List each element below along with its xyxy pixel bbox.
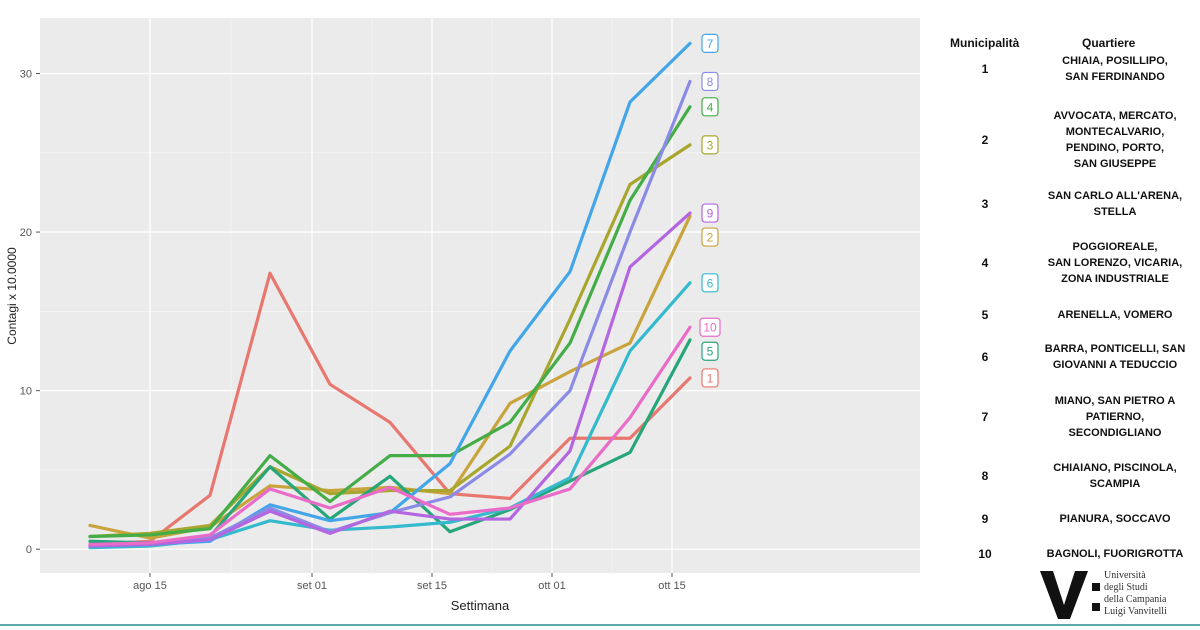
y-axis-label: Contagi x 10.0000 [5,247,19,345]
end-label-3: 3 [701,135,719,155]
end-label-1: 1 [701,368,719,388]
y-tick-label: 10 [20,386,32,398]
logo-line: degli Studi [1104,582,1148,593]
municipality-legend-table: Municipalità Quartiere 1 CHIAIA, POSILLI… [940,0,1200,630]
x-tick-label: ago 15 [133,580,167,592]
x-tick-label: set 15 [417,580,447,592]
end-label-box [701,135,719,155]
series-line-3 [88,143,692,539]
university-logo [1040,571,1100,619]
plot-background [40,18,920,573]
end-label-10: 10 [699,317,721,337]
end-label-box [701,71,719,92]
municipality-number: 3 [981,197,989,211]
end-label-text: 1 [707,371,714,385]
end-label-text: 3 [707,138,714,152]
y-tick-label: 20 [20,227,32,239]
x-axis: ago 15 set 01 set 15 ott 01 ott 15 [133,573,686,592]
quartiere-names: PIANURA, SOCCAVO [1059,513,1171,525]
end-label-box [701,203,719,223]
end-label-5: 5 [701,341,719,361]
logo-v-mark [1040,571,1088,619]
end-label-text: 9 [707,207,714,221]
series-end-labels: 7 8 4 3 9 2 6 10 5 1 [699,33,721,388]
table-row: 9 PIANURA, SOCCAVO [940,510,1200,528]
end-label-box [699,317,721,337]
end-label-text: 7 [707,37,714,51]
end-label-box [701,227,719,247]
table-row: 4 POGGIOREALE, SAN LORENZO, VICARIA, ZON… [940,238,1200,288]
quartiere-names: ARENELLA, VOMERO [1057,309,1173,321]
quartiere-names: BAGNOLI, FUORIGROTTA [1046,548,1184,560]
header-municipalita: Municipalità [950,36,1020,50]
end-label-6: 6 [701,273,719,293]
logo-line: Università [1104,570,1146,581]
municipality-number: 5 [981,308,989,322]
municipality-number: 1 [981,62,989,76]
university-name: Università degli Studi della Campania Lu… [1104,570,1167,618]
municipality-number: 6 [981,350,989,364]
municipality-number: 4 [981,256,989,270]
bottom-rule [0,624,1200,626]
logo-line: della Campania [1104,594,1167,605]
table-row: 2 AVVOCATA, MERCATO, MONTECALVARIO, PEND… [940,108,1200,172]
x-axis-label: Settimana [451,598,510,613]
y-tick-label: 0 [26,544,32,556]
quartiere-names: CHIAIA, POSILLIPO, SAN FERDINANDO [1062,55,1168,83]
municipality-number: 8 [981,469,989,483]
quartiere-names: SAN CARLO ALL'ARENA, STELLA [1047,190,1183,218]
end-label-4: 4 [701,97,719,117]
x-tick-label: set 01 [297,580,327,592]
series-lines [88,41,692,550]
series-line-4 [88,105,692,539]
x-tick-label: ott 15 [658,580,686,592]
quartiere-names: POGGIOREALE, SAN LORENZO, VICARIA, ZONA … [1047,241,1183,285]
end-label-box [701,97,719,117]
x-tick-label: ott 01 [538,580,566,592]
municipality-number: 7 [981,410,989,424]
municipality-number: 2 [981,133,989,147]
table-row: 3 SAN CARLO ALL'ARENA, STELLA [940,187,1200,221]
end-label-text: 8 [707,75,714,89]
end-label-text: 10 [703,321,717,335]
quartiere-names: BARRA, PONTICELLI, SAN GIOVANNI A TEDUCC… [1044,343,1186,371]
end-label-8: 8 [701,71,719,92]
table-row: 6 BARRA, PONTICELLI, SAN GIOVANNI A TEDU… [940,340,1200,374]
y-axis: 0 10 20 30 [20,69,40,556]
municipality-number: 9 [981,512,989,526]
table-row: 5 ARENELLA, VOMERO [940,306,1200,324]
series-line-9 [88,211,692,548]
end-label-text: 2 [707,231,714,245]
end-label-text: 4 [707,100,714,114]
end-label-text: 6 [707,276,714,290]
end-label-box [701,33,719,53]
series-line-10 [88,325,692,547]
y-tick-label: 30 [20,69,32,81]
end-label-text: 5 [707,345,714,359]
logo-colon-top [1092,583,1100,591]
end-label-box [701,341,719,361]
line-chart: 7 8 4 3 9 2 6 10 5 1 0 10 20 30 ago 15 set 01 set 15 ot… [5,18,920,613]
table-row: 10 BAGNOLI, FUORIGROTTA [940,545,1200,563]
end-label-9: 9 [701,203,719,223]
end-label-2: 2 [701,227,719,247]
table-row: 1 CHIAIA, POSILLIPO, SAN FERDINANDO [940,52,1200,86]
table-row: 7 MIANO, SAN PIETRO A PATIERNO, SECONDIG… [940,392,1200,442]
header-quartiere: Quartiere [1082,36,1136,50]
quartiere-names: MIANO, SAN PIETRO A PATIERNO, SECONDIGLI… [1054,395,1176,439]
end-label-7: 7 [701,33,719,53]
quartiere-names: AVVOCATA, MERCATO, MONTECALVARIO, PENDIN… [1053,110,1177,170]
logo-colon-bottom [1092,603,1100,611]
end-label-box [701,273,719,293]
table-row: 8 CHIAIANO, PISCINOLA, SCAMPIA [940,459,1200,493]
municipality-number: 10 [978,547,992,561]
logo-line: Luigi Vanvitelli [1104,606,1167,617]
quartiere-names: CHIAIANO, PISCINOLA, SCAMPIA [1053,462,1177,490]
end-label-box [701,368,719,388]
